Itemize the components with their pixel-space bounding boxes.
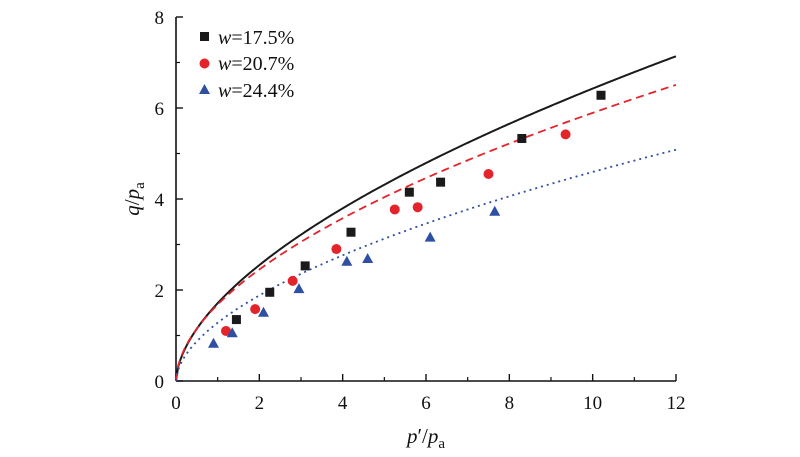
point-series-0-5 (436, 177, 446, 187)
point-series-1-4 (389, 204, 400, 215)
x-tick-label: 10 (583, 393, 602, 414)
x-tick-label: 2 (255, 393, 265, 414)
y-axis-label: q/pa (120, 182, 148, 216)
point-series-2-0 (208, 337, 219, 348)
y-tick-label: 2 (155, 281, 165, 302)
point-series-1-7 (560, 129, 571, 140)
point-series-0-1 (265, 287, 275, 297)
x-axis-label: p′/pa (405, 424, 445, 452)
point-series-1-5 (412, 202, 423, 213)
legend-marker-circle (199, 58, 210, 69)
x-tick-label: 8 (505, 393, 515, 414)
point-series-1-3 (331, 244, 342, 255)
point-series-2-5 (362, 253, 374, 264)
point-series-0-0 (231, 315, 241, 325)
legend-item-1: w=20.7% (199, 53, 294, 75)
point-series-0-4 (404, 187, 414, 197)
legend-label-2: w=24.4% (218, 80, 294, 102)
legend-label-1: w=20.7% (218, 53, 294, 75)
point-series-2-3 (293, 283, 305, 294)
point-series-2-6 (424, 231, 436, 242)
x-tick-label: 4 (338, 393, 348, 414)
point-series-0-3 (346, 227, 356, 237)
x-tick-label: 0 (171, 393, 181, 414)
x-tick-label: 12 (667, 393, 686, 414)
ticks: 0 2 4 6 8 10 12 0 2 4 6 8 (155, 8, 686, 414)
point-series-0-2 (300, 261, 310, 271)
point-series-1-1 (250, 304, 261, 315)
point-series-1-6 (483, 168, 494, 179)
y-tick-label: 4 (155, 190, 165, 211)
fit-line-dotted (175, 148, 677, 382)
y-tick-label: 0 (155, 372, 165, 393)
y-tick-label: 6 (155, 99, 165, 120)
fit-line-solid (175, 55, 677, 382)
point-series-1-0 (221, 325, 231, 336)
point-series-2-1 (226, 327, 238, 338)
fit-lines (175, 55, 677, 382)
x-tick-label: 6 (421, 393, 431, 414)
legend-marker-triangle (199, 84, 210, 94)
point-series-0-7 (596, 90, 606, 100)
point-series-0-6 (517, 133, 527, 143)
legend-label-0: w=17.5% (218, 27, 294, 49)
legend-item-0: w=17.5% (200, 27, 294, 49)
data-points (208, 90, 606, 348)
fit-line-dashed (175, 84, 677, 382)
point-series-2-4 (341, 255, 353, 266)
legend-item-2: w=24.4% (199, 80, 294, 102)
y-tick-label: 8 (155, 8, 165, 29)
point-series-2-2 (258, 306, 269, 317)
legend-marker-square (200, 32, 209, 41)
point-series-1-2 (287, 275, 298, 286)
point-series-2-7 (489, 205, 501, 216)
legend: w=17.5% w=20.7% w=24.4% (199, 27, 294, 102)
